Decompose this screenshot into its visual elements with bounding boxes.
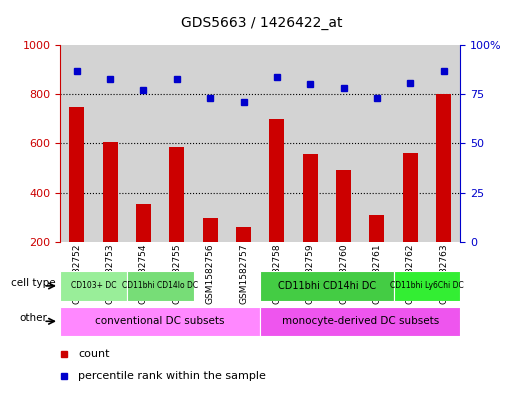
Bar: [303, 154, 317, 242]
Text: monocyte-derived DC subsets: monocyte-derived DC subsets: [281, 316, 439, 326]
Bar: [60, 45, 94, 242]
Bar: [260, 45, 293, 242]
Bar: [227, 45, 260, 242]
Text: CD11bhi Ly6Chi DC: CD11bhi Ly6Chi DC: [390, 281, 464, 290]
Bar: [269, 119, 285, 242]
Text: count: count: [78, 349, 110, 359]
Bar: [136, 204, 151, 242]
Text: other: other: [19, 313, 47, 323]
Bar: [260, 271, 393, 301]
Bar: [403, 153, 418, 242]
Bar: [436, 94, 451, 242]
Bar: [327, 45, 360, 242]
Bar: [103, 142, 118, 242]
Bar: [236, 228, 251, 242]
Bar: [169, 147, 184, 242]
Text: CD11bhi CD14lo DC: CD11bhi CD14lo DC: [122, 281, 198, 290]
Text: percentile rank within the sample: percentile rank within the sample: [78, 371, 266, 381]
Text: cell type: cell type: [11, 278, 55, 288]
Bar: [160, 45, 194, 242]
Bar: [127, 271, 194, 301]
Bar: [360, 45, 393, 242]
Bar: [394, 45, 427, 242]
Bar: [393, 271, 460, 301]
Text: CD103+ DC: CD103+ DC: [71, 281, 116, 290]
Text: conventional DC subsets: conventional DC subsets: [95, 316, 225, 326]
Bar: [260, 307, 460, 336]
Bar: [336, 171, 351, 242]
Bar: [60, 307, 260, 336]
Bar: [203, 219, 218, 242]
Text: GDS5663 / 1426422_at: GDS5663 / 1426422_at: [181, 16, 342, 30]
Bar: [94, 45, 127, 242]
Bar: [293, 45, 327, 242]
Bar: [194, 45, 227, 242]
Bar: [427, 45, 460, 242]
Bar: [369, 215, 384, 242]
Bar: [70, 107, 84, 242]
Bar: [127, 45, 160, 242]
Text: CD11bhi CD14hi DC: CD11bhi CD14hi DC: [278, 281, 376, 291]
Bar: [60, 271, 127, 301]
